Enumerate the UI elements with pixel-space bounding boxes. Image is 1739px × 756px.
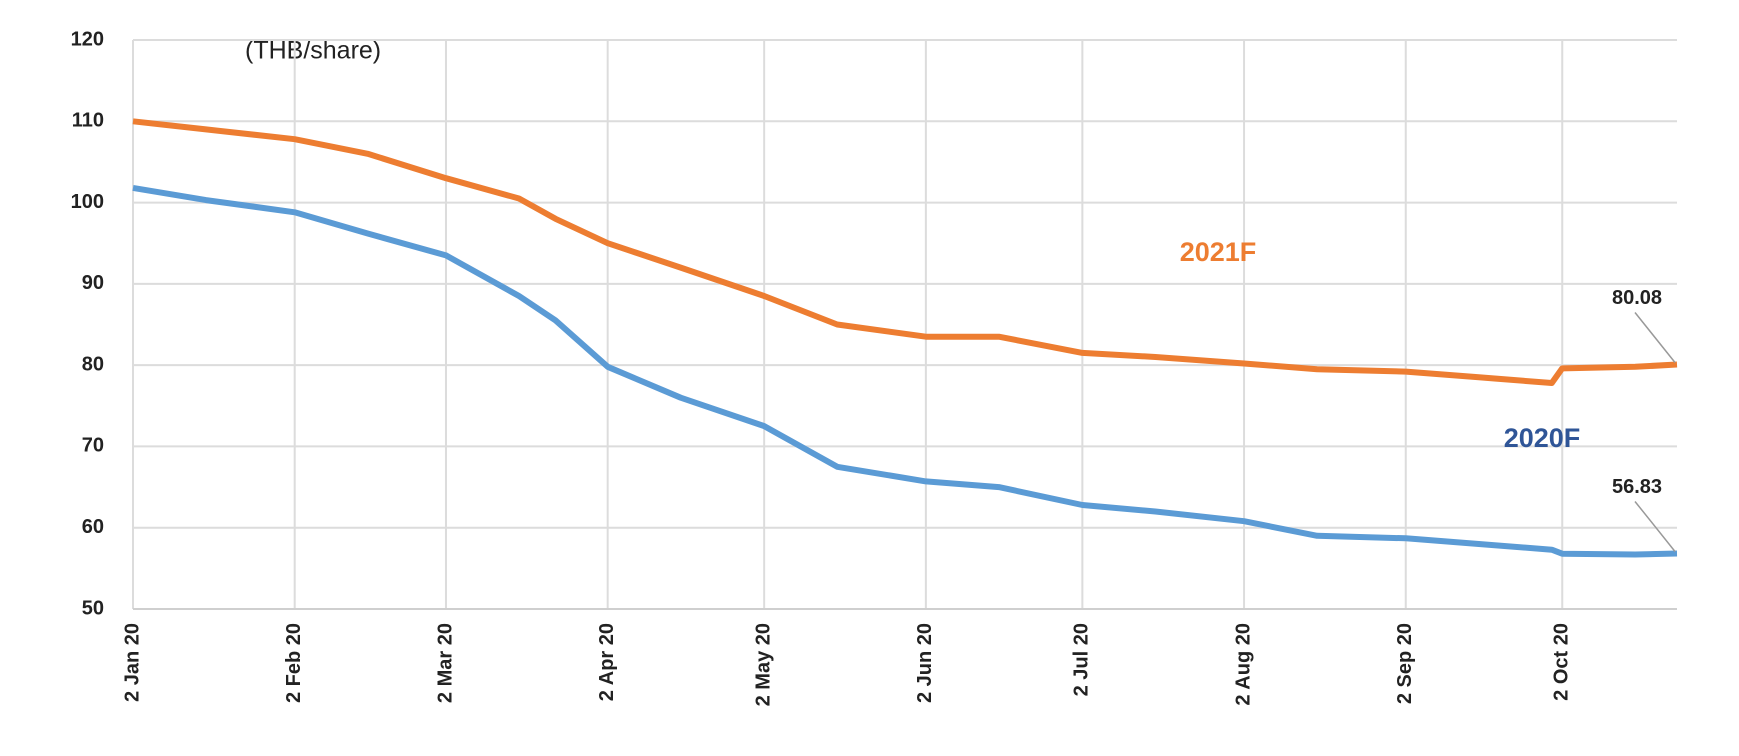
annotation: 56.83 [1612,476,1662,498]
x-tick-label: 2 Jul 20 [1071,623,1093,696]
annotation: 80.08 [1612,287,1662,309]
x-tick-label: 2 Mar 20 [434,623,456,703]
annotation-leader [1634,501,1676,552]
y-tick-label: 60 [82,516,104,538]
y-tick-label: 70 [82,435,104,457]
y-axis-label: (THB/share) [245,37,381,65]
series-label: 2020F [1504,423,1581,453]
y-tick-label: 120 [71,28,104,50]
x-tick-label: 2 May 20 [752,623,774,706]
y-tick-label: 80 [82,353,104,375]
x-tick-label: 2 Jan 20 [121,623,143,702]
series-line [132,184,1678,558]
x-tick-label: 2 Apr 20 [596,623,618,701]
x-tick-label: 2 Feb 20 [283,623,305,703]
y-tick-label: 100 [71,191,104,213]
y-tick-label: 50 [82,597,104,619]
annotation-leader [1634,312,1676,363]
series-line [132,118,1678,386]
series-label: 2021F [1180,237,1257,267]
y-tick-label: 110 [72,110,104,132]
y-tick-label: 90 [82,272,104,294]
x-tick-label: 2 Aug 20 [1232,623,1254,706]
x-tick-label: 2 Jun 20 [914,623,936,703]
x-tick-label: 2 Sep 20 [1394,623,1416,704]
x-tick-label: 2 Oct 20 [1551,623,1573,701]
